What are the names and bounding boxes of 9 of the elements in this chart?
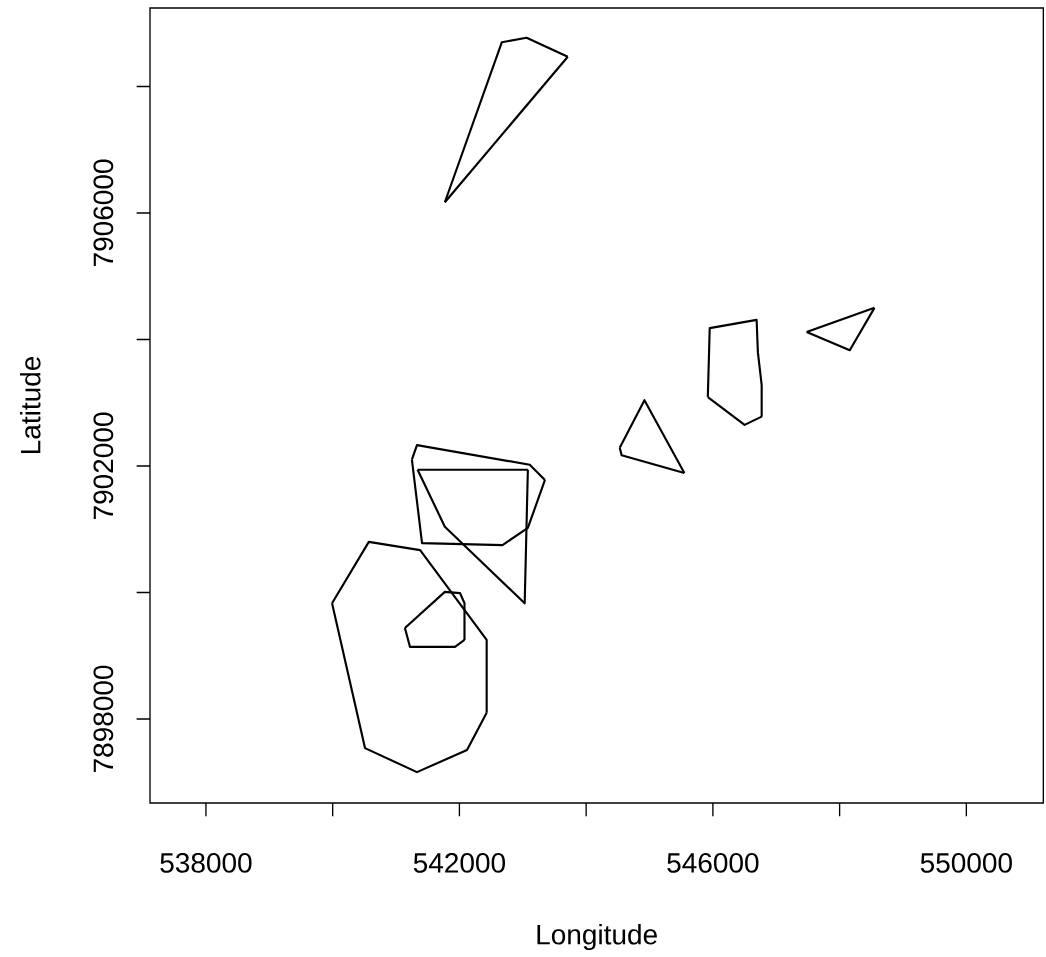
x-axis-title: Longitude — [537, 923, 657, 951]
y-tick-label: 7898000 — [93, 665, 114, 773]
x-tick-label: 542000 — [413, 852, 506, 873]
y-axis-title: Latitude — [20, 356, 41, 454]
y-tick-label: 7906000 — [93, 159, 114, 267]
x-tick-label: 538000 — [160, 852, 252, 873]
x-tick-label: 550000 — [920, 852, 1012, 873]
x-tick-label: 546000 — [667, 852, 759, 873]
y-tick-label: 7902000 — [93, 412, 114, 520]
